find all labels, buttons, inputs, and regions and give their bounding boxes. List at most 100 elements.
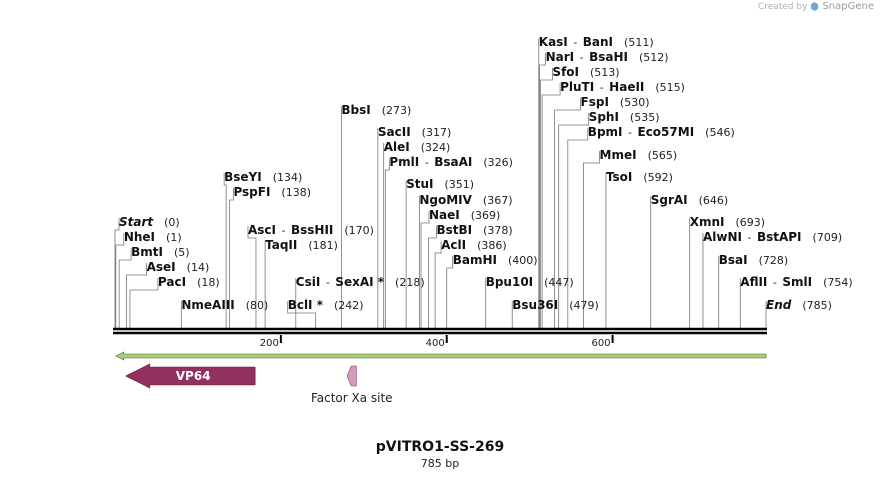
site-line-nari-bsahi (539, 53, 547, 328)
feature-vp64-arrow[interactable] (125, 363, 256, 389)
site-position: (378) (472, 224, 513, 237)
site-label-kasi-bani[interactable]: KasI - BanI (511) (539, 35, 654, 49)
restriction-site-labels: Start (0)NheI (1)BmtI (5)AseI (14)PacI (… (119, 35, 853, 312)
site-label-sphi[interactable]: SphI (535) (589, 110, 660, 124)
site-label-bpmi-eco57mi[interactable]: BpmI - Eco57MI (546) (588, 125, 735, 139)
site-position: (546) (694, 126, 735, 139)
enzyme-name: SacII (378, 125, 411, 139)
site-label-nhei[interactable]: NheI (1) (124, 230, 182, 244)
site-label-pspfi[interactable]: PspFI (138) (233, 185, 311, 199)
site-label-bsu36i[interactable]: Bsu36I (479) (512, 298, 599, 312)
site-label-bsai[interactable]: BsaI (728) (719, 253, 788, 267)
enzyme-name: Start (119, 215, 154, 229)
enzyme-separator: - (574, 51, 589, 64)
site-label-alwni-bstapi[interactable]: AlwNI - BstAPI (709) (703, 230, 842, 244)
site-label-bcli[interactable]: BclI * (242) (288, 298, 364, 312)
site-label-naei[interactable]: NaeI (369) (429, 208, 500, 222)
site-label-acli[interactable]: AclI (386) (441, 238, 507, 252)
enzyme-separator: - (742, 231, 757, 244)
site-label-stui[interactable]: StuI (351) (406, 177, 474, 191)
site-label-nari-bsahi[interactable]: NarI - BsaHI (512) (546, 50, 669, 64)
enzyme-name: StuI (406, 177, 433, 191)
site-label-bstbi[interactable]: BstBI (378) (436, 223, 512, 237)
site-label-fspi[interactable]: FspI (530) (581, 95, 650, 109)
site-label-start[interactable]: Start (0) (119, 215, 180, 229)
enzyme-name: NheI (124, 230, 155, 244)
snapgene-credit: Created by SnapGene (758, 1, 874, 12)
site-line-bpmi-eco57mi (567, 128, 589, 328)
site-position: (400) (497, 254, 538, 267)
site-position: (18) (186, 276, 220, 289)
site-position: (565) (637, 149, 678, 162)
site-position: (592) (632, 171, 673, 184)
site-position: (386) (466, 239, 507, 252)
tick-label-400: 400 (426, 338, 445, 349)
site-label-taqii[interactable]: TaqII (181) (265, 238, 338, 252)
site-label-bbsi[interactable]: BbsI (273) (341, 103, 411, 117)
enzyme-name: Bsu36I (512, 298, 558, 312)
site-label-xmni[interactable]: XmnI (693) (690, 215, 765, 229)
enzyme-name: MmeI (600, 148, 637, 162)
site-line-bstbi (428, 226, 437, 328)
feature-vp64-label: VP64 (176, 369, 211, 383)
site-label-sgrai[interactable]: SgrAI (646) (651, 193, 729, 207)
enzyme-name: NgoMIV (419, 193, 472, 207)
site-position: (351) (433, 178, 474, 191)
linear-map: 200 400 600 Start (0)NheI (1)BmtI (5)AseI … (113, 35, 853, 405)
enzyme-name: AleI (384, 140, 410, 154)
site-label-mmei[interactable]: MmeI (565) (600, 148, 678, 162)
site-label-bpu10i[interactable]: Bpu10I (447) (486, 275, 574, 289)
enzyme-name-secondary: SexAI * (335, 275, 384, 289)
site-connector-lines (114, 38, 767, 328)
enzyme-name: BamHI (453, 253, 497, 267)
site-label-bamhi[interactable]: BamHI (400) (453, 253, 538, 267)
site-position: (170) (333, 224, 374, 237)
site-line-fspi (554, 98, 581, 328)
site-position: (80) (235, 299, 269, 312)
site-label-asci-bsshii[interactable]: AscI - BssHII (170) (248, 223, 374, 237)
site-position: (754) (812, 276, 853, 289)
site-position: (447) (533, 276, 574, 289)
site-position: (511) (613, 36, 654, 49)
site-position: (367) (472, 194, 513, 207)
site-label-bseyi[interactable]: BseYI (134) (224, 170, 302, 184)
enzyme-name: KasI (539, 35, 568, 49)
site-label-sfoi[interactable]: SfoI (513) (552, 65, 619, 79)
enzyme-name: NmeAIII (181, 298, 234, 312)
feature-factor-xa-site-arrow[interactable] (346, 365, 357, 387)
site-label-nmeaiii[interactable]: NmeAIII (80) (181, 298, 268, 312)
site-line-pspfi (229, 188, 234, 328)
site-label-alei[interactable]: AleI (324) (384, 140, 451, 154)
site-label-end[interactable]: End (785) (766, 298, 832, 312)
enzyme-name: BsaI (719, 253, 748, 267)
site-label-asei[interactable]: AseI (14) (147, 260, 210, 274)
site-position: (0) (153, 216, 180, 229)
site-label-pmli-bsaai[interactable]: PmlI - BsaAI (326) (389, 155, 513, 169)
site-line-pluti-haeii (541, 83, 561, 328)
site-line-bcli (287, 301, 317, 328)
site-position: (785) (791, 299, 832, 312)
enzyme-name: PacI (158, 275, 186, 289)
enzyme-name: SfoI (552, 65, 579, 79)
site-position: (324) (410, 141, 451, 154)
site-label-csii-sexai[interactable]: CsiI - SexAI * (218) (296, 275, 425, 289)
site-label-bmti[interactable]: BmtI (5) (131, 245, 189, 259)
feature-track: VP64 Factor Xa site (115, 351, 767, 405)
enzyme-name: NaeI (429, 208, 460, 222)
site-label-pluti-haeii[interactable]: PluTI - HaeII (515) (560, 80, 685, 94)
orf-arrow[interactable] (115, 351, 767, 361)
site-line-paci (129, 278, 159, 328)
feature-factor-xa-site-label: Factor Xa site (311, 391, 393, 405)
site-label-paci[interactable]: PacI (18) (158, 275, 220, 289)
site-label-aflii-smli[interactable]: AflII - SmlI (754) (740, 275, 852, 289)
site-label-tsoi[interactable]: TsoI (592) (606, 170, 673, 184)
enzyme-name: BstBI (436, 223, 472, 237)
enzyme-name-secondary: BstAPI (757, 230, 802, 244)
site-position: (709) (802, 231, 843, 244)
enzyme-separator: - (623, 126, 638, 139)
site-position: (273) (371, 104, 412, 117)
enzyme-name: NarI (546, 50, 575, 64)
site-label-ngomiv[interactable]: NgoMIV (367) (419, 193, 512, 207)
site-label-sacii[interactable]: SacII (317) (378, 125, 451, 139)
site-line-start (114, 218, 120, 328)
